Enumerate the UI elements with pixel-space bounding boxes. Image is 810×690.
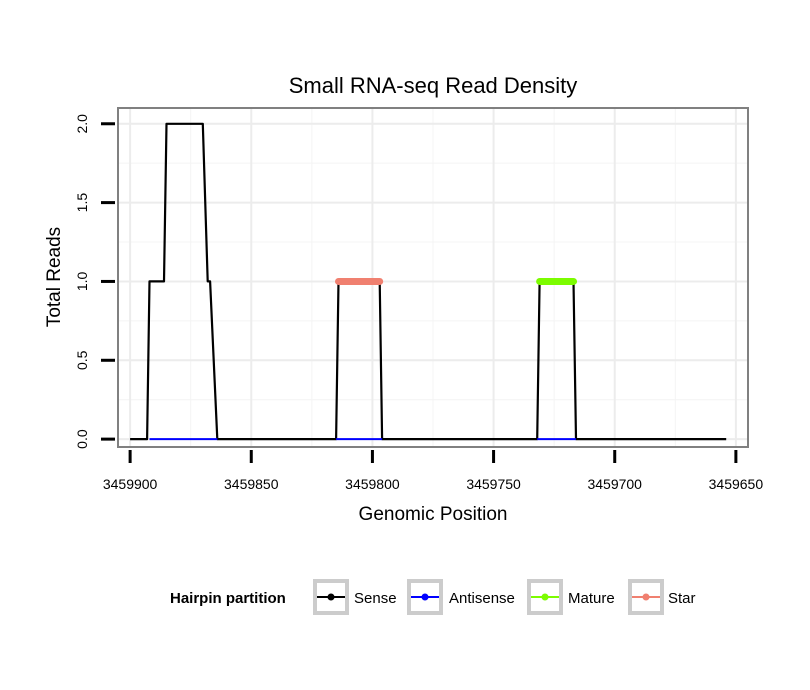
x-tick-label: 3459850 (224, 476, 279, 492)
legend-dot-mature (541, 593, 549, 601)
x-axis-label: Genomic Position (359, 504, 508, 525)
y-tick-label: 0.5 (74, 350, 90, 370)
legend-dot-antisense (421, 593, 429, 601)
y-axis: 0.0 0.5 1.0 1.5 2.0 (74, 114, 115, 449)
legend-label-mature: Mature (568, 590, 615, 607)
legend-dot-star (642, 593, 650, 601)
y-axis-label: Total Reads (44, 227, 65, 327)
y-tick-label: 2.0 (74, 114, 90, 134)
x-tick-label: 3459900 (103, 476, 158, 492)
grid-lines (118, 108, 748, 447)
legend-label-star: Star (668, 590, 696, 607)
x-tick-label: 3459800 (345, 476, 400, 492)
x-tick-label: 3459700 (587, 476, 642, 492)
x-axis: 3459900 3459850 3459800 3459750 3459700 34596… (103, 450, 763, 492)
legend-label-sense: Sense (354, 590, 397, 607)
legend-title: Hairpin partition (170, 590, 286, 607)
legend: Hairpin partition Sense Antisense Mature St… (170, 579, 696, 615)
y-tick-label: 1.5 (74, 193, 90, 213)
y-tick-label: 0.0 (74, 429, 90, 449)
x-tick-label: 3459750 (466, 476, 521, 492)
x-tick-label: 3459650 (709, 476, 764, 492)
legend-dot-sense (327, 593, 335, 601)
y-tick-label: 1.0 (74, 271, 90, 291)
chart-title: Small RNA-seq Read Density (289, 73, 578, 98)
panel-border (117, 107, 749, 448)
legend-label-antisense: Antisense (449, 590, 515, 607)
series-layer (130, 122, 727, 441)
